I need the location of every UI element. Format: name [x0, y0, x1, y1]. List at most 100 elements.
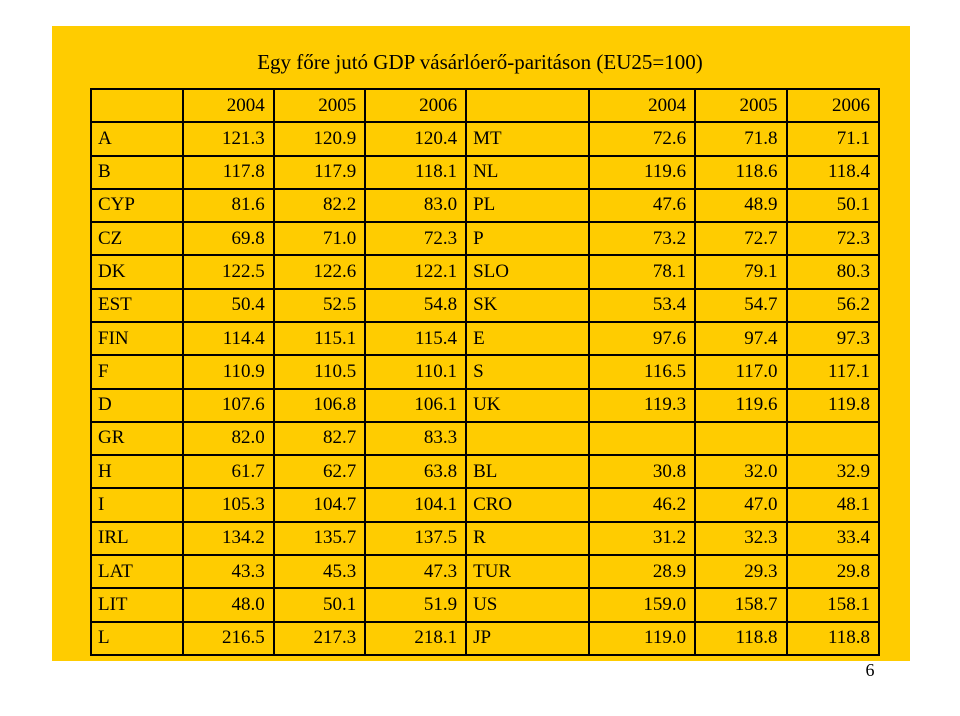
value-cell: 43.3 [182, 553, 275, 590]
value-cell: 134.2 [182, 520, 275, 556]
value-cell: 104.7 [272, 487, 367, 523]
value-cell: 62.7 [272, 454, 367, 490]
country-code-cell: LIT [89, 587, 185, 623]
country-code-cell: DK [89, 254, 185, 290]
value-cell: 110.5 [272, 354, 367, 390]
value-cell: 71.0 [272, 221, 367, 257]
value-cell: 78.1 [587, 254, 697, 290]
country-code-cell: I [89, 487, 185, 523]
value-cell: 217.3 [272, 620, 367, 656]
table-row: B 117.8 117.9 118.1 NL 119.6 118.6 118.4 [89, 154, 880, 190]
value-cell: 83.3 [364, 420, 468, 457]
value-cell: 54.8 [364, 287, 468, 323]
value-cell: 116.5 [587, 354, 697, 390]
value-cell: 218.1 [364, 620, 468, 656]
country-code-cell: US [465, 587, 590, 623]
value-cell: 48.1 [785, 487, 880, 523]
header-cell-year: 2004 [587, 87, 697, 124]
value-cell: 104.1 [364, 487, 468, 523]
value-cell [694, 420, 788, 457]
value-cell: 73.2 [587, 221, 697, 257]
value-cell: 71.1 [785, 121, 880, 157]
value-cell: 50.1 [785, 187, 880, 224]
table-row: H 61.7 62.7 63.8 BL 30.8 32.0 32.9 [89, 454, 880, 490]
table-row: F 110.9 110.5 110.1 S 116.5 117.0 117.1 [89, 354, 880, 390]
table-row: GR 82.0 82.7 83.3 [89, 420, 880, 457]
value-cell: 50.1 [272, 587, 367, 623]
value-cell: 47.6 [587, 187, 697, 224]
country-code-cell: MT [465, 121, 590, 157]
value-cell: 97.3 [785, 320, 880, 357]
value-cell: 47.3 [364, 553, 468, 590]
country-code-cell [465, 420, 590, 457]
table-row: I 105.3 104.7 104.1 CRO 46.2 47.0 48.1 [89, 487, 880, 523]
table-row: DK 122.5 122.6 122.1 SLO 78.1 79.1 80.3 [89, 254, 880, 290]
header-cell-year: 2005 [694, 87, 788, 124]
country-code-cell: S [465, 354, 590, 390]
country-code-cell: E [465, 320, 590, 357]
value-cell: 158.1 [785, 587, 880, 623]
value-cell: 71.8 [694, 121, 788, 157]
value-cell: 118.1 [364, 154, 468, 190]
header-cell [89, 87, 185, 124]
header-cell-year: 2006 [364, 87, 468, 124]
value-cell: 50.4 [182, 287, 275, 323]
country-code-cell: UK [465, 387, 590, 423]
header-cell [465, 87, 590, 124]
value-cell: 72.6 [587, 121, 697, 157]
value-cell: 107.6 [182, 387, 275, 423]
value-cell: 63.8 [364, 454, 468, 490]
value-cell: 28.9 [587, 553, 697, 590]
table-row: EST 50.4 52.5 54.8 SK 53.4 54.7 56.2 [89, 287, 880, 323]
value-cell: 54.7 [694, 287, 788, 323]
country-code-cell: LAT [89, 553, 185, 590]
value-cell: 47.0 [694, 487, 788, 523]
value-cell: 120.4 [364, 121, 468, 157]
slide-title: Egy főre jutó GDP vásárlóerő-paritáson (… [0, 50, 960, 75]
value-cell: 118.8 [694, 620, 788, 656]
value-cell: 135.7 [272, 520, 367, 556]
value-cell: 83.0 [364, 187, 468, 224]
country-code-cell: D [89, 387, 185, 423]
value-cell: 106.8 [272, 387, 367, 423]
value-cell: 118.8 [785, 620, 880, 656]
value-cell [785, 420, 880, 457]
country-code-cell: TUR [465, 553, 590, 590]
value-cell: 119.6 [694, 387, 788, 423]
value-cell: 122.1 [364, 254, 468, 290]
country-code-cell: IRL [89, 520, 185, 556]
value-cell: 158.7 [694, 587, 788, 623]
table-row: LIT 48.0 50.1 51.9 US 159.0 158.7 158.1 [89, 587, 880, 623]
value-cell: 120.9 [272, 121, 367, 157]
value-cell [587, 420, 697, 457]
value-cell: 33.4 [785, 520, 880, 556]
value-cell: 32.0 [694, 454, 788, 490]
gdp-table: 2004 2005 2006 2004 2005 2006 A 121.3 120.… [89, 87, 880, 656]
value-cell: 48.9 [694, 187, 788, 224]
country-code-cell: B [89, 154, 185, 190]
country-code-cell: L [89, 620, 185, 656]
header-cell-year: 2004 [182, 87, 275, 124]
value-cell: 121.3 [182, 121, 275, 157]
table-row: A 121.3 120.9 120.4 MT 72.6 71.8 71.1 [89, 121, 880, 157]
value-cell: 115.4 [364, 320, 468, 357]
value-cell: 118.4 [785, 154, 880, 190]
value-cell: 82.0 [182, 420, 275, 457]
value-cell: 29.3 [694, 553, 788, 590]
country-code-cell: R [465, 520, 590, 556]
slide-title-text: Egy főre jutó GDP vásárlóerő-paritáson (… [257, 50, 703, 74]
value-cell: 48.0 [182, 587, 275, 623]
value-cell: 69.8 [182, 221, 275, 257]
value-cell: 45.3 [272, 553, 367, 590]
value-cell: 117.0 [694, 354, 788, 390]
value-cell: 137.5 [364, 520, 468, 556]
value-cell: 97.4 [694, 320, 788, 357]
value-cell: 51.9 [364, 587, 468, 623]
country-code-cell: EST [89, 287, 185, 323]
value-cell: 80.3 [785, 254, 880, 290]
gdp-table-body: 2004 2005 2006 2004 2005 2006 A 121.3 120.… [89, 87, 880, 656]
value-cell: 110.9 [182, 354, 275, 390]
value-cell: 52.5 [272, 287, 367, 323]
value-cell: 31.2 [587, 520, 697, 556]
value-cell: 72.3 [785, 221, 880, 257]
